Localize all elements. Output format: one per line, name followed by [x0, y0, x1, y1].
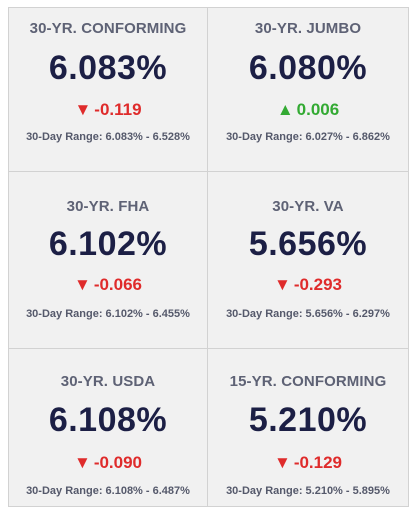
rate-change-value: -0.119 [94, 100, 142, 119]
rate-value: 5.656% [248, 225, 368, 263]
rate-range: 30-Day Range: 6.102% - 6.455% [26, 308, 190, 320]
rate-change: ▼ -0.293 [208, 275, 408, 295]
rate-tile-15yr-conforming: 15-YR. CONFORMING 5.210% ▼ -0.129 30-Day … [208, 349, 409, 507]
mortgage-rates-grid: 30-YR. CONFORMING 6.083% ▼ -0.119 30-Day … [8, 7, 409, 507]
rate-change: ▼ -0.129 [208, 453, 408, 473]
rate-range: 30-Day Range: 6.108% - 6.487% [26, 485, 190, 497]
rate-change-value: -0.293 [293, 275, 343, 294]
rate-label: 30-YR. CONFORMING [29, 20, 187, 37]
rate-value: 6.108% [48, 401, 168, 439]
rate-change: ▼ -0.119 [9, 100, 207, 120]
arrow-down-icon: ▼ [73, 453, 91, 472]
rate-range: 30-Day Range: 6.083% - 6.528% [26, 131, 190, 143]
rate-range: 30-Day Range: 5.210% - 5.895% [226, 485, 390, 497]
rate-label: 30-YR. FHA [66, 198, 150, 215]
rate-change-value: -0.066 [93, 275, 143, 294]
rate-change-value: 0.006 [296, 100, 340, 119]
rate-value: 6.083% [48, 49, 168, 87]
rate-label: 15-YR. CONFORMING [229, 373, 387, 390]
rate-label: 30-YR. USDA [60, 373, 156, 390]
rate-change: ▲ 0.006 [208, 100, 408, 120]
rate-range: 30-Day Range: 6.027% - 6.862% [226, 131, 390, 143]
arrow-down-icon: ▼ [273, 275, 291, 294]
arrow-up-icon: ▲ [276, 100, 294, 119]
rate-range: 30-Day Range: 5.656% - 6.297% [226, 308, 390, 320]
rate-tile-30yr-usda: 30-YR. USDA 6.108% ▼ -0.090 30-Day Range:… [8, 349, 208, 507]
rate-change-value: -0.129 [293, 453, 343, 472]
arrow-down-icon: ▼ [273, 453, 291, 472]
rate-change-value: -0.090 [93, 453, 143, 472]
rate-value: 5.210% [248, 401, 368, 439]
rate-label: 30-YR. VA [272, 198, 344, 215]
rate-change: ▼ -0.066 [9, 275, 207, 295]
rate-tile-30yr-fha: 30-YR. FHA 6.102% ▼ -0.066 30-Day Range: … [8, 172, 208, 349]
rate-value: 6.080% [248, 49, 368, 87]
rate-change: ▼ -0.090 [9, 453, 207, 473]
rate-tile-30yr-va: 30-YR. VA 5.656% ▼ -0.293 30-Day Range: 5… [208, 172, 409, 349]
rate-value: 6.102% [48, 225, 168, 263]
arrow-down-icon: ▼ [74, 100, 92, 119]
rate-tile-30yr-jumbo: 30-YR. JUMBO 6.080% ▲ 0.006 30-Day Range:… [208, 7, 409, 172]
rate-label: 30-YR. JUMBO [254, 20, 362, 37]
arrow-down-icon: ▼ [73, 275, 91, 294]
rate-tile-30yr-conforming: 30-YR. CONFORMING 6.083% ▼ -0.119 30-Day … [8, 7, 208, 172]
